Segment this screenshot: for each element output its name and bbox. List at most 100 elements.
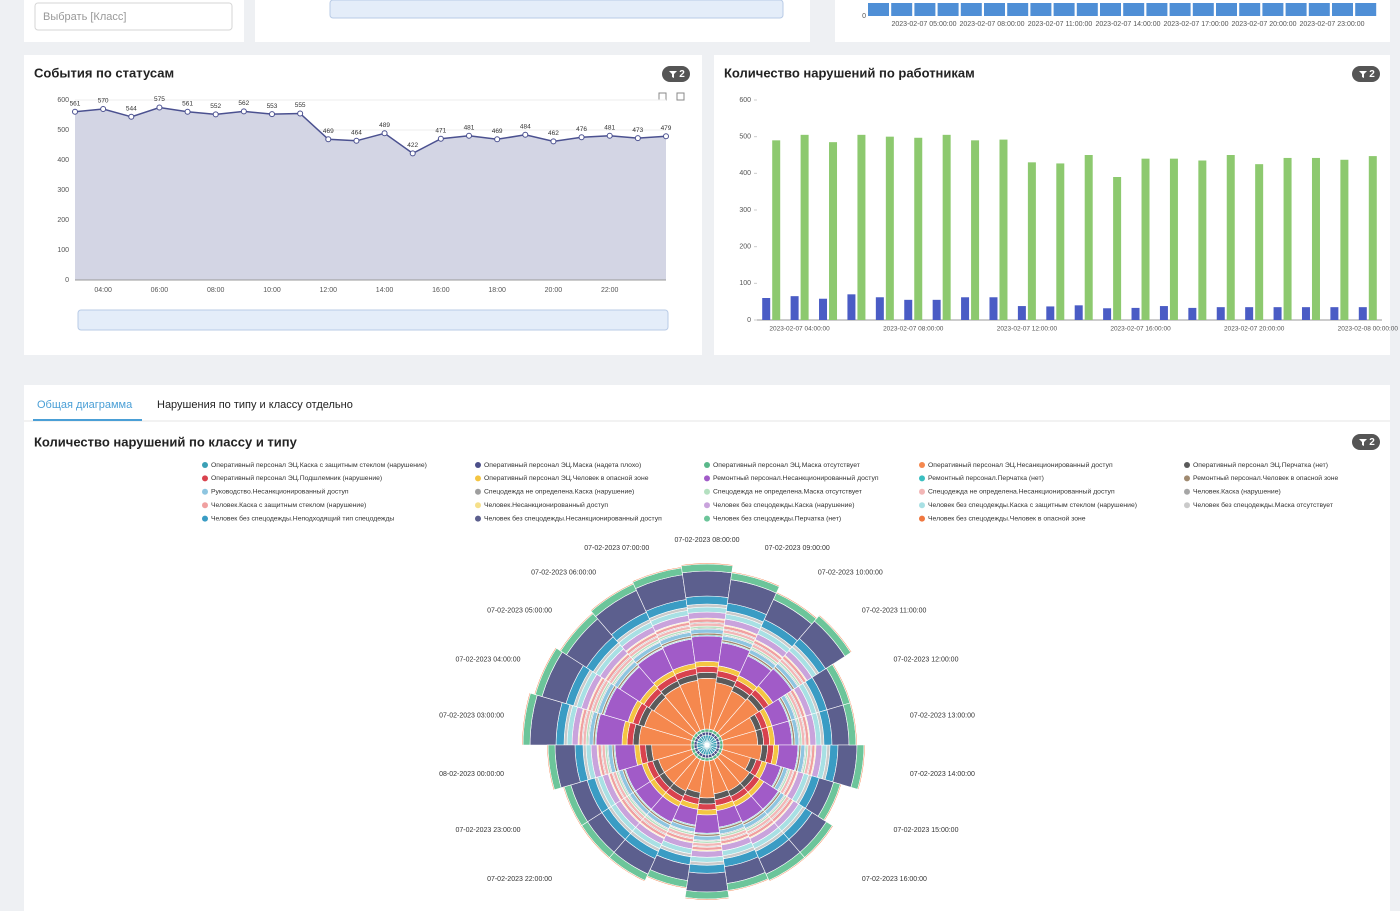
data-label: 469 — [492, 128, 503, 135]
legend-label[interactable]: Человек без спецодежды.Каска с защитным … — [928, 501, 1137, 509]
legend-marker[interactable] — [202, 502, 208, 509]
legend-marker[interactable] — [202, 475, 208, 482]
tab[interactable]: Общая диаграмма — [37, 399, 133, 411]
legend-marker[interactable] — [919, 502, 925, 509]
legend-marker[interactable] — [919, 488, 925, 495]
filter-count: 2 — [1369, 69, 1375, 80]
bar — [1113, 177, 1122, 320]
bar — [1273, 307, 1282, 320]
cropped-bar — [1169, 3, 1191, 16]
bar — [1301, 307, 1310, 320]
legend-marker[interactable] — [475, 475, 481, 482]
legend-label[interactable]: Оперативный персонал ЭЦ.Перчатка (нет) — [1193, 461, 1328, 469]
legend-label[interactable]: Руководство.Несанкционированный доступ — [211, 488, 349, 496]
legend-label[interactable]: Ремонтный персонал.Человек в опасной зон… — [1193, 474, 1339, 482]
legend-marker[interactable] — [202, 462, 208, 468]
legend-marker[interactable] — [704, 475, 710, 482]
legend-label[interactable]: Спецодежда не определена.Маска отсутству… — [713, 489, 862, 496]
legend-label[interactable]: Человек.Несанкционированный доступ — [484, 501, 608, 509]
polar-segment — [694, 661, 720, 668]
legend-marker[interactable] — [704, 515, 710, 522]
legend-label[interactable]: Ремонтный персонал.Несанкционированный д… — [713, 474, 879, 482]
legend-label[interactable]: Человек без спецодежды.Маска отсутствует — [1193, 501, 1333, 509]
filter-badge[interactable] — [1352, 66, 1380, 82]
data-label: 473 — [632, 127, 643, 134]
data-label: 462 — [548, 130, 559, 137]
legend-label[interactable]: Человек без спецодежды.Человек в опасной… — [928, 514, 1086, 522]
legend-marker[interactable] — [919, 515, 925, 522]
angle-label: 07-02-2023 16:00:00 — [862, 876, 927, 883]
legend-label[interactable]: Человек.Каска (нарушение) — [1193, 489, 1281, 496]
legend-label[interactable]: Спецодежда не определена.Каска (нарушени… — [484, 489, 634, 496]
data-label: 484 — [520, 124, 531, 131]
data-zoom-slider[interactable] — [77, 309, 669, 331]
polar-segment — [704, 757, 710, 762]
legend-marker[interactable] — [704, 462, 710, 468]
legend-marker[interactable] — [475, 488, 481, 495]
cropped-bar — [960, 3, 982, 16]
legend-label[interactable]: Оперативный персонал ЭЦ.Каска с защитным… — [211, 461, 427, 469]
legend-marker[interactable] — [475, 462, 481, 468]
legend-marker[interactable] — [919, 475, 925, 482]
polar-segment — [688, 863, 726, 874]
legend-marker[interactable] — [704, 502, 710, 509]
legend-label[interactable]: Оперативный персонал ЭЦ.Человек в опасно… — [484, 474, 649, 482]
legend-label[interactable]: Человек без спецодежды.Неподходящий тип … — [211, 514, 394, 522]
polar-segment — [691, 635, 723, 663]
angle-label: 07-02-2023 06:00:00 — [531, 569, 596, 576]
polar-segment — [727, 878, 769, 892]
data-zoom-slider[interactable] — [329, 0, 784, 19]
bar — [1340, 159, 1349, 320]
bar — [762, 298, 771, 320]
legend-marker[interactable] — [202, 515, 208, 522]
legend-label[interactable]: Оперативный персонал ЭЦ.Маска (надета пл… — [484, 461, 641, 469]
filter-badge[interactable] — [662, 66, 690, 82]
tab[interactable]: Нарушения по типу и классу отдельно — [157, 399, 353, 411]
legend-marker[interactable] — [475, 515, 481, 522]
toolbox-restore[interactable] — [676, 92, 685, 101]
data-label: 422 — [407, 142, 418, 149]
legend-marker[interactable] — [202, 488, 208, 495]
legend-marker[interactable] — [1184, 502, 1190, 509]
y-tick-label: 100 — [57, 247, 69, 254]
x-tick-label: 2023-02-07 08:00:00 — [960, 21, 1025, 28]
legend-label[interactable]: Человек.Каска с защитным стеклом (наруше… — [211, 502, 366, 509]
bar — [857, 134, 866, 320]
legend-label[interactable]: Спецодежда не определена.Несанкционирова… — [928, 488, 1115, 496]
legend-marker[interactable] — [1184, 462, 1190, 468]
y-tick-label: 600 — [739, 97, 751, 104]
class-select[interactable] — [34, 2, 233, 31]
angle-label: 07-02-2023 11:00:00 — [862, 608, 927, 615]
legend-label[interactable]: Человек без спецодежды.Перчатка (нет) — [713, 514, 841, 522]
legend-label[interactable]: Ремонтный персонал.Перчатка (нет) — [928, 474, 1044, 482]
point — [409, 150, 416, 157]
legend-marker[interactable] — [704, 488, 710, 495]
data-label: 489 — [379, 122, 390, 129]
legend-marker[interactable] — [1184, 488, 1190, 495]
angle-label: 07-02-2023 09:00:00 — [765, 545, 830, 552]
filter-icon — [1359, 71, 1367, 78]
cropped-bar — [1076, 3, 1098, 16]
legend-label[interactable]: Оперативный персонал ЭЦ.Несанкционирован… — [928, 461, 1113, 469]
point — [381, 130, 388, 137]
legend-label[interactable]: Человек без спецодежды.Несанкционированн… — [484, 514, 662, 522]
x-tick-label: 2023-02-08 00:00:00 — [1338, 326, 1399, 333]
filter-badge[interactable] — [1352, 434, 1380, 450]
x-tick-label: 16:00 — [432, 287, 450, 294]
data-label: 481 — [604, 124, 615, 131]
x-tick-label: 10:00 — [263, 287, 281, 294]
data-label: 555 — [295, 102, 306, 109]
legend-label[interactable]: Человек без спецодежды.Каска (нарушение) — [713, 501, 854, 509]
legend-marker[interactable] — [919, 462, 925, 468]
legend-label[interactable]: Оперативный персонал ЭЦ.Подшлемник (нару… — [211, 474, 382, 482]
bar — [1159, 306, 1168, 320]
x-tick-label: 2023-02-07 08:00:00 — [883, 326, 944, 333]
polar-segment — [559, 612, 594, 652]
polar-segment — [684, 897, 730, 901]
point — [184, 108, 191, 115]
legend-marker[interactable] — [1184, 475, 1190, 482]
legend-marker[interactable] — [475, 502, 481, 509]
polar-segment — [694, 813, 720, 834]
legend-label[interactable]: Оперативный персонал ЭЦ.Маска отсутствуе… — [713, 461, 860, 469]
